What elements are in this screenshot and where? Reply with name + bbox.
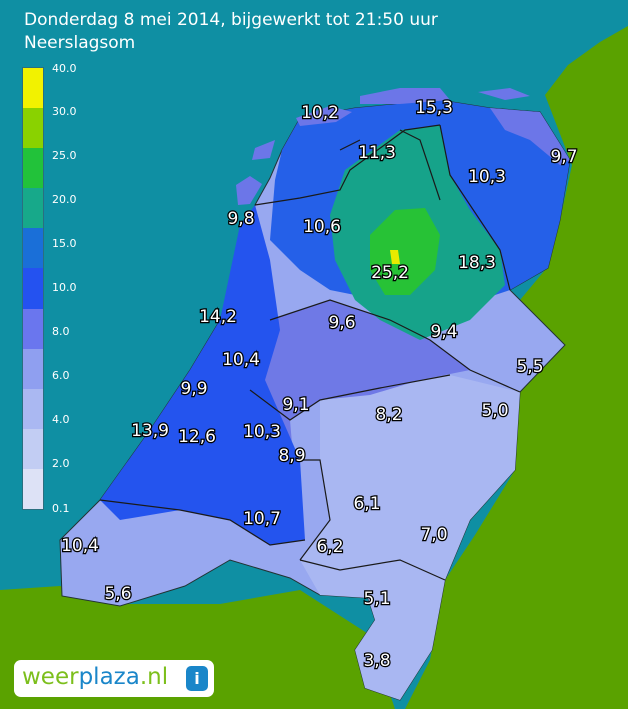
zone-west (100, 205, 305, 545)
precip-value-label: 10,6 (303, 217, 341, 237)
precip-value-label: 13,9 (131, 421, 169, 441)
legend-segment (23, 468, 43, 510)
legend-tick-label: 25.0 (52, 149, 77, 162)
legend-segment (23, 108, 43, 149)
legend-tick-label: 6.0 (52, 369, 70, 382)
island-vlieland (296, 106, 352, 126)
value-labels: 10,2 15,3 11,3 9,7 10,3 9,8 10,6 25,2 18,3 14,2 9,… (60, 97, 579, 673)
legend-tick-label: 4.0 (52, 413, 70, 426)
precip-value-label: 10,4 (61, 536, 99, 556)
zone-yellow (390, 250, 400, 264)
legend-tick-label: 20.0 (52, 193, 77, 206)
legend-tick-label: 30.0 (52, 105, 77, 118)
island-schiermonnikoog (478, 88, 530, 100)
precip-value-label: 25,2 (371, 263, 409, 283)
precip-value-label: 18,3 (458, 253, 496, 273)
legend-tick-label: 15.0 (52, 237, 77, 250)
precip-value-label: 5,1 (363, 589, 390, 609)
legend-tick-label: 8.0 (52, 325, 70, 338)
precip-value-label: 9,1 (282, 395, 309, 415)
legend-segment (23, 188, 43, 229)
legend-segment (23, 228, 43, 269)
germany-land (405, 26, 628, 709)
precip-value-label: 6,2 (316, 537, 343, 557)
precip-value-label: 10,2 (301, 103, 339, 123)
legend-segment (23, 348, 43, 390)
legend-tick-label: 0.1 (52, 502, 70, 515)
precip-value-label: 9,6 (328, 313, 355, 333)
precip-value-label: 12,6 (178, 427, 216, 447)
precip-value-label: 7,0 (420, 525, 447, 545)
precip-value-label: 6,1 (353, 494, 380, 514)
precip-value-label: 8,9 (278, 446, 305, 466)
precip-value-label: 14,2 (199, 307, 237, 327)
precip-value-label: 9,8 (227, 209, 254, 229)
island-terschelling (360, 88, 450, 104)
legend-segment (23, 68, 43, 109)
precip-value-label: 8,2 (375, 405, 402, 425)
precip-value-label: 11,3 (358, 143, 396, 163)
legend-segment (23, 308, 43, 350)
zone-south (300, 375, 520, 700)
precip-value-label: 3,8 (363, 651, 390, 671)
precip-value-label: 15,3 (415, 98, 453, 118)
legend-tick-label: 40.0 (52, 62, 77, 75)
legend-segment (23, 148, 43, 189)
precip-value-label: 5,0 (481, 401, 508, 421)
zone-mid (250, 300, 470, 540)
precip-value-label: 9,7 (550, 147, 577, 167)
legend-tick-label: 10.0 (52, 281, 77, 294)
legend-segment (23, 428, 43, 470)
precip-value-label: 5,5 (516, 357, 543, 377)
legend-segment (23, 268, 43, 310)
precip-value-label: 9,4 (430, 322, 457, 342)
logo-text: weerplaza.nl (22, 664, 169, 690)
legend-segment (23, 388, 43, 430)
zone-ne (490, 108, 570, 165)
legend-color-bar (22, 67, 44, 510)
island-texel (252, 140, 275, 160)
map-subtitle: Neerslagsom (24, 33, 136, 53)
info-icon[interactable]: i (186, 666, 208, 691)
zone-green (370, 208, 440, 295)
precip-value-label: 10,7 (243, 509, 281, 529)
map-title: Donderdag 8 mei 2014, bijgewerkt tot 21:… (24, 10, 438, 30)
legend-tick-label: 2.0 (52, 457, 70, 470)
precip-value-label: 10,3 (468, 167, 506, 187)
precip-value-label: 10,4 (222, 350, 260, 370)
precip-value-label: 9,9 (180, 379, 207, 399)
precip-value-label: 5,6 (104, 584, 131, 604)
province-borders (99, 124, 521, 581)
weerplaza-logo[interactable]: weerplaza.nl i (14, 660, 214, 697)
precip-value-label: 10,3 (243, 422, 281, 442)
island-north-holland-tip (236, 176, 262, 205)
